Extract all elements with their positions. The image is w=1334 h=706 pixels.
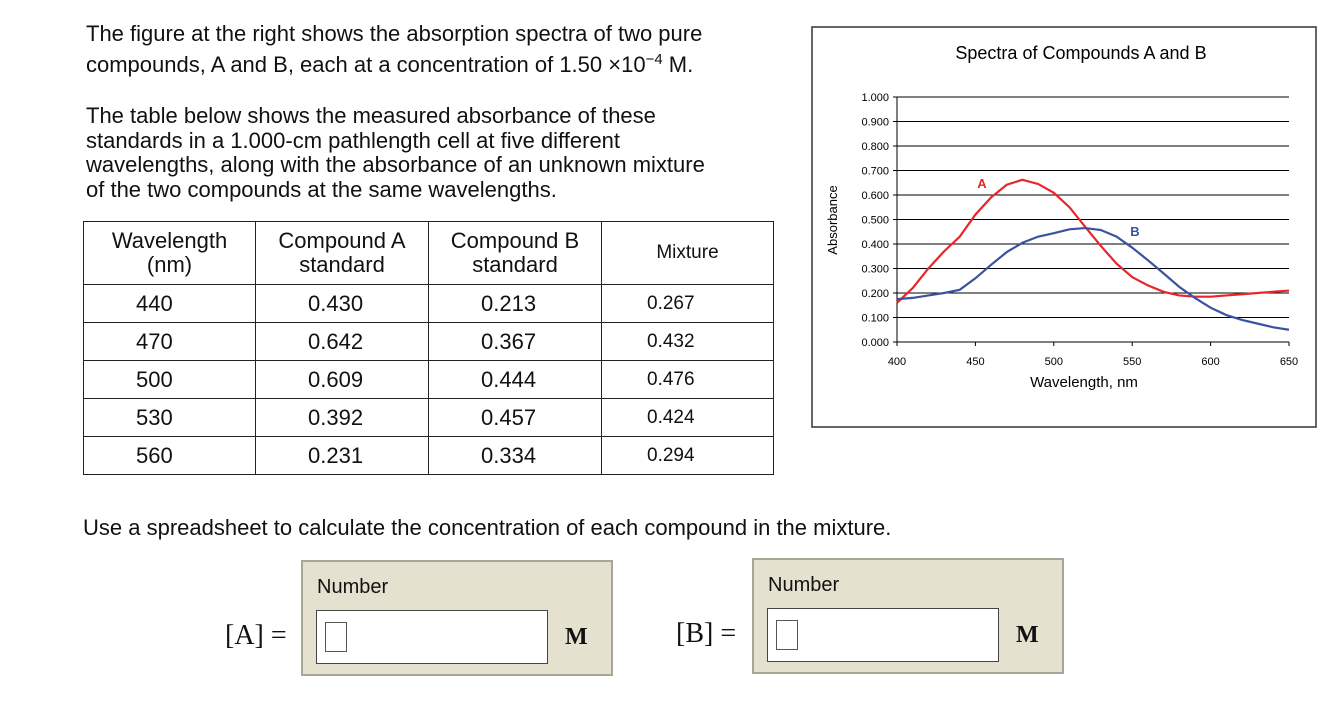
table-row: 530 0.392 0.457 0.424 [83, 398, 774, 437]
table-cell: 500 [83, 360, 256, 399]
table-cell: 0.213 [428, 284, 602, 323]
y-tick-label: 0.400 [861, 239, 889, 251]
header-text: Wavelength [111, 228, 228, 253]
header-text: Mixture [656, 242, 719, 263]
paragraph-line: wavelengths, along with the absorbance o… [86, 152, 705, 177]
answer-box: Number M [301, 560, 613, 676]
y-tick-label: 1.000 [861, 92, 889, 104]
cursor-box [325, 622, 347, 652]
table-cell: 0.476 [601, 360, 774, 399]
header-text: Compound A [278, 228, 406, 253]
chart: Spectra of Compounds A and B Absorbance … [811, 26, 1317, 428]
table-cell: 0.430 [255, 284, 429, 323]
header-text: Compound B [450, 228, 580, 253]
chart-title: Spectra of Compounds A and B [955, 43, 1206, 63]
table-cell: 0.444 [428, 360, 602, 399]
x-tick-label: 450 [966, 356, 984, 368]
table-cell: 0.424 [601, 398, 774, 437]
x-tick-label: 650 [1280, 356, 1298, 368]
table-cell: 0.609 [255, 360, 429, 399]
paragraph-line: of the two compounds at the same wavelen… [86, 176, 557, 202]
y-tick-label: 0.900 [861, 117, 889, 129]
table-cell: 0.267 [601, 284, 774, 323]
table-row: 560 0.231 0.334 0.294 [83, 436, 774, 475]
table-cell: 0.642 [255, 322, 429, 361]
x-tick-label: 500 [1045, 356, 1063, 368]
intro-text: M. [662, 52, 694, 77]
prompt: Number [317, 576, 389, 598]
header-cell: Wavelength (nm) [83, 221, 256, 285]
y-tick-label: 0.800 [861, 141, 889, 153]
table-row: 440 0.430 0.213 0.267 [83, 284, 774, 323]
y-tick-label: 0.000 [861, 337, 889, 349]
series-line [896, 178, 1290, 304]
y-axis-label: Absorbance [825, 185, 840, 254]
y-tick-label: 0.500 [861, 215, 889, 227]
x-tick-label: 400 [888, 356, 906, 368]
answer-label: [B] = [676, 618, 737, 649]
y-tick-label: 0.300 [861, 264, 889, 276]
number-input[interactable] [316, 610, 548, 664]
table-cell: 440 [83, 284, 256, 323]
series-line [896, 226, 1290, 331]
paragraph-line: The table below shows the measured absor… [86, 103, 656, 128]
table-cell: 0.432 [601, 322, 774, 361]
table-cell: 560 [83, 436, 256, 475]
table-row: 470 0.642 0.367 0.432 [83, 322, 774, 361]
table-cell: 0.294 [601, 436, 774, 475]
chart-frame [811, 26, 1317, 428]
number-input[interactable] [767, 608, 999, 662]
table-cell: 0.392 [255, 398, 429, 437]
series-label: A [977, 176, 987, 191]
paragraph-line: standards in a 1.000-cm pathlength cell … [86, 127, 621, 153]
table-cell: 0.334 [428, 436, 602, 475]
table-cell: 0.457 [428, 398, 602, 437]
cursor-box [776, 620, 798, 650]
series-label: B [1130, 224, 1139, 239]
header-text: (nm) [146, 252, 193, 277]
y-tick-label: 0.100 [861, 313, 889, 325]
unit: M [565, 624, 588, 650]
header-cell: Mixture [601, 221, 774, 285]
x-tick-label: 550 [1123, 356, 1141, 368]
answer-box: Number M [752, 558, 1064, 674]
intro-line: compounds, A and B, each at a concentrat… [86, 51, 694, 77]
table-cell: 470 [83, 322, 256, 361]
intro-line: The figure at the right shows the absorp… [86, 21, 703, 46]
y-tick-label: 0.200 [861, 288, 889, 300]
table-row: 500 0.609 0.444 0.476 [83, 360, 774, 399]
table-cell: 530 [83, 398, 256, 437]
x-tick-label: 600 [1201, 356, 1219, 368]
y-tick-label: 0.600 [861, 190, 889, 202]
table-cell: 0.231 [255, 436, 429, 475]
instruction: Use a spreadsheet to calculate the conce… [83, 515, 892, 540]
unit: M [1016, 622, 1039, 648]
answer-label: [A] = [225, 620, 287, 651]
intro-text: compounds, A and B, each at a concentrat… [86, 52, 646, 77]
exponent: −4 [645, 51, 663, 68]
header-text: standard [472, 252, 558, 277]
y-tick-label: 0.700 [861, 166, 889, 178]
header-text: standard [299, 252, 385, 277]
prompt: Number [768, 574, 840, 596]
table-cell: 0.367 [428, 322, 602, 361]
x-axis-label: Wavelength, nm [1030, 374, 1138, 391]
